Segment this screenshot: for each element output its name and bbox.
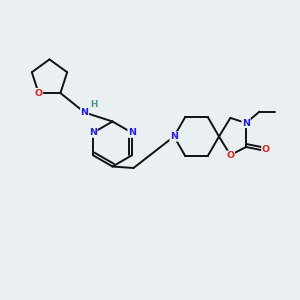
Text: O: O (226, 151, 235, 160)
Text: H: H (91, 100, 98, 109)
Text: N: N (89, 128, 97, 137)
Text: N: N (242, 118, 250, 127)
Text: O: O (34, 88, 43, 98)
Text: O: O (262, 146, 270, 154)
Text: N: N (128, 128, 136, 137)
Text: N: N (170, 132, 178, 141)
Text: N: N (81, 108, 88, 117)
